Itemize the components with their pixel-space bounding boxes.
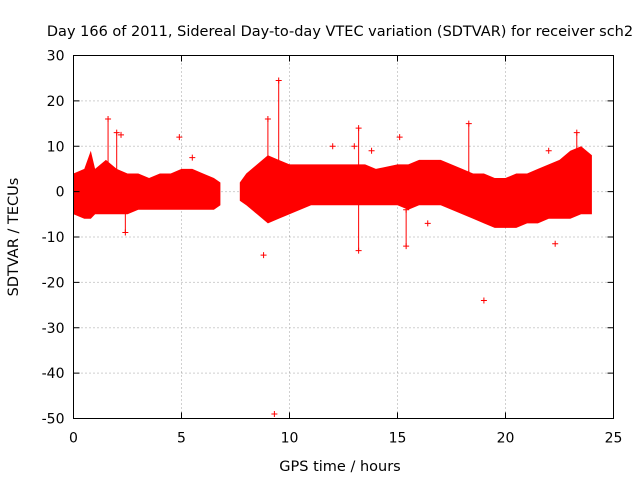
data-point: [264, 116, 271, 123]
data-point: [271, 410, 278, 417]
y-tick-label: 30: [47, 49, 65, 65]
data-point: [275, 77, 282, 84]
x-axis-label: GPS time / hours: [279, 459, 400, 475]
data-point: [552, 240, 559, 247]
y-tick-label: -40: [42, 366, 65, 382]
data-point: [493, 218, 500, 225]
data-band: [73, 150, 221, 219]
y-axis-label: SDTVAR / TECUs: [6, 178, 22, 297]
data-point: [573, 170, 580, 177]
data-band: [239, 146, 592, 228]
y-tick-labels: 30 20 10 0 -10 -20 -30 -40 -50: [42, 49, 65, 428]
x-tick-label: 15: [389, 431, 407, 447]
y-tick-label: 0: [56, 185, 65, 201]
axis-ticks: [73, 55, 614, 419]
data-point: [465, 120, 472, 127]
data-point: [122, 197, 129, 204]
data-point: [368, 147, 375, 154]
data-point: [264, 175, 271, 182]
data-point: [189, 154, 196, 161]
data-point: [465, 170, 472, 177]
data-point: [403, 243, 410, 250]
data-point: [424, 220, 431, 227]
data-point: [118, 131, 125, 138]
grid-lines: [73, 55, 614, 419]
data-point: [573, 129, 580, 136]
data-point: [355, 247, 362, 254]
y-tick-label: -10: [42, 230, 65, 246]
x-tick-label: 20: [497, 431, 515, 447]
data-point: [113, 188, 120, 195]
y-tick-label: 20: [47, 94, 65, 110]
data-point: [113, 129, 120, 136]
data-point: [260, 252, 267, 259]
data-point: [545, 147, 552, 154]
data-point: [329, 143, 336, 150]
x-tick-label: 25: [605, 431, 623, 447]
x-tick-label: 0: [69, 431, 78, 447]
chart-title: Day 166 of 2011, Sidereal Day-to-day VTE…: [47, 24, 633, 40]
data-point: [480, 297, 487, 304]
y-tick-label: 10: [47, 139, 65, 155]
data-point: [105, 197, 112, 204]
x-tick-label: 5: [177, 431, 186, 447]
data-point: [355, 125, 362, 132]
data-point: [122, 229, 129, 236]
data-point: [275, 175, 282, 182]
data-point: [403, 206, 410, 213]
y-tick-label: -50: [42, 412, 65, 428]
data-point: [396, 134, 403, 141]
data-layer: [73, 77, 592, 417]
y-tick-label: -30: [42, 321, 65, 337]
data-point: [105, 116, 112, 123]
data-point: [284, 188, 291, 195]
x-tick-label: 10: [281, 431, 299, 447]
x-tick-labels: 0 5 10 15 20 25: [69, 431, 622, 447]
data-point: [351, 143, 358, 150]
data-point: [176, 134, 183, 141]
y-tick-label: -20: [42, 275, 65, 291]
